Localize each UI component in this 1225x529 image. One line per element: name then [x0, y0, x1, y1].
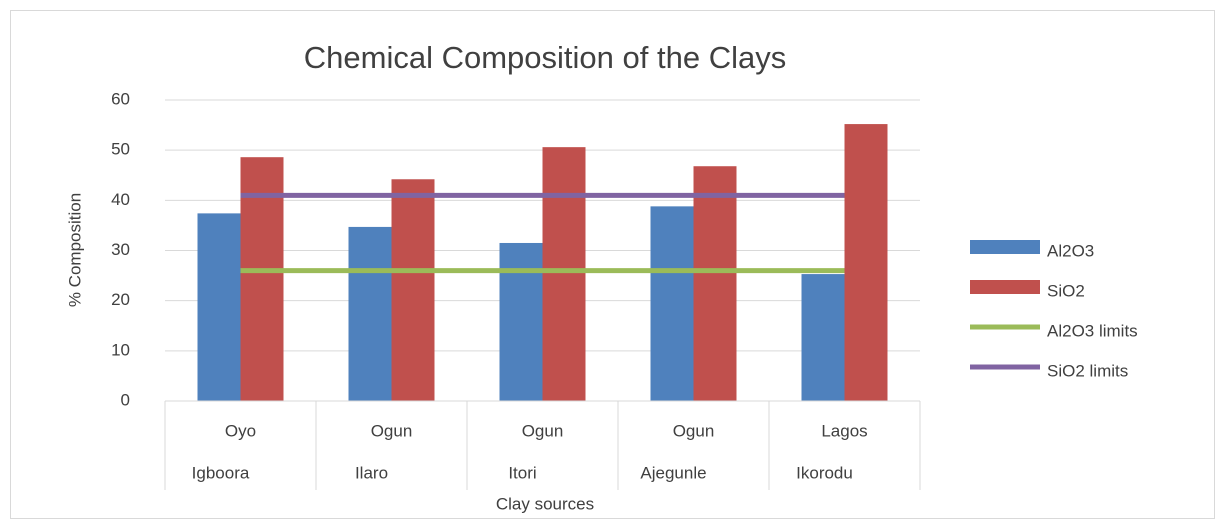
bar: [240, 157, 284, 401]
y-tick-label: 60: [111, 89, 130, 108]
bar: [391, 179, 435, 401]
bar: [844, 124, 888, 401]
x-subcategory-label: Ajegunle: [640, 463, 706, 482]
legend-swatch: [970, 240, 1040, 254]
x-tick-label: Ogun: [673, 421, 715, 440]
legend-label: Al2O3: [1047, 241, 1094, 260]
bar: [348, 226, 392, 401]
chart-border: [10, 10, 1215, 519]
y-axis-title: % Composition: [65, 193, 84, 307]
legend-swatch: [970, 280, 1040, 294]
legend-label: SiO2 limits: [1047, 361, 1128, 380]
x-tick-label: Ogun: [522, 421, 564, 440]
y-tick-label: 10: [111, 340, 130, 359]
x-tick-label: Lagos: [821, 421, 867, 440]
y-tick-label: 30: [111, 240, 130, 259]
x-subcategory-label: Ilaro: [355, 463, 388, 482]
x-tick-label: Ogun: [371, 421, 413, 440]
x-subcategory-label: Ikorodu: [796, 463, 853, 482]
y-tick-label: 0: [121, 390, 130, 409]
bar: [197, 213, 241, 401]
bar: [801, 274, 845, 401]
y-tick-label: 50: [111, 140, 130, 159]
bar: [542, 147, 586, 401]
y-tick-label: 40: [111, 190, 130, 209]
x-subcategory-label: Itori: [508, 463, 536, 482]
chart-title: Chemical Composition of the Clays: [304, 40, 786, 75]
x-tick-label: Oyo: [225, 421, 256, 440]
bar: [499, 242, 543, 401]
y-tick-label: 20: [111, 290, 130, 309]
bar: [693, 166, 737, 401]
x-axis-title: Clay sources: [496, 494, 594, 513]
bar: [650, 206, 694, 401]
legend-label: SiO2: [1047, 281, 1085, 300]
x-subcategory-label: Igboora: [192, 463, 250, 482]
legend-label: Al2O3 limits: [1047, 321, 1138, 340]
